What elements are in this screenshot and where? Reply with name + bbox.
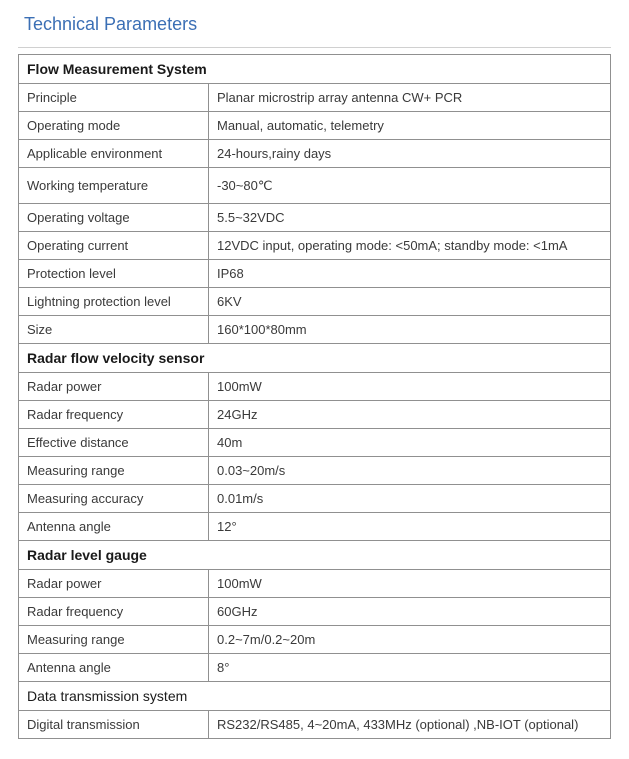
table-row: Measuring range0.2~7m/0.2~20m <box>19 626 611 654</box>
param-value: 24GHz <box>209 401 611 429</box>
param-label: Working temperature <box>19 168 209 204</box>
param-value: 100mW <box>209 570 611 598</box>
param-label: Applicable environment <box>19 140 209 168</box>
param-label: Antenna angle <box>19 654 209 682</box>
table-row: Radar power100mW <box>19 570 611 598</box>
param-label: Lightning protection level <box>19 288 209 316</box>
param-value: 0.03~20m/s <box>209 457 611 485</box>
table-row: Measuring range0.03~20m/s <box>19 457 611 485</box>
param-value: 0.2~7m/0.2~20m <box>209 626 611 654</box>
param-label: Digital transmission <box>19 711 209 739</box>
param-value: 60GHz <box>209 598 611 626</box>
section-header: Data transmission system <box>19 682 611 711</box>
param-value: 5.5~32VDC <box>209 204 611 232</box>
param-label: Effective distance <box>19 429 209 457</box>
table-row: Radar power100mW <box>19 373 611 401</box>
param-label: Operating mode <box>19 112 209 140</box>
table-row: Working temperature-30~80℃ <box>19 168 611 204</box>
table-row: Effective distance40m <box>19 429 611 457</box>
table-row: Operating voltage5.5~32VDC <box>19 204 611 232</box>
table-row: Operating modeManual, automatic, telemet… <box>19 112 611 140</box>
param-label: Radar power <box>19 570 209 598</box>
table-row: Protection levelIP68 <box>19 260 611 288</box>
param-value: 8° <box>209 654 611 682</box>
table-body: Flow Measurement SystemPrinciplePlanar m… <box>19 55 611 739</box>
table-row: Size160*100*80mm <box>19 316 611 344</box>
param-value: 12VDC input, operating mode: <50mA; stan… <box>209 232 611 260</box>
table-row: Operating current12VDC input, operating … <box>19 232 611 260</box>
table-row: Digital transmissionRS232/RS485, 4~20mA,… <box>19 711 611 739</box>
param-label: Radar frequency <box>19 401 209 429</box>
table-row: Radar frequency60GHz <box>19 598 611 626</box>
param-value: Planar microstrip array antenna CW+ PCR <box>209 84 611 112</box>
param-label: Antenna angle <box>19 513 209 541</box>
param-label: Radar power <box>19 373 209 401</box>
param-value: 100mW <box>209 373 611 401</box>
section-header: Flow Measurement System <box>19 55 611 84</box>
param-label: Protection level <box>19 260 209 288</box>
param-label: Measuring range <box>19 457 209 485</box>
section-header: Radar level gauge <box>19 541 611 570</box>
param-value: RS232/RS485, 4~20mA, 433MHz (optional) ,… <box>209 711 611 739</box>
param-value: 24-hours,rainy days <box>209 140 611 168</box>
param-label: Measuring range <box>19 626 209 654</box>
param-value: -30~80℃ <box>209 168 611 204</box>
param-value: 40m <box>209 429 611 457</box>
table-row: Antenna angle12° <box>19 513 611 541</box>
table-row: Antenna angle8° <box>19 654 611 682</box>
param-label: Size <box>19 316 209 344</box>
table-row: Measuring accuracy0.01m/s <box>19 485 611 513</box>
param-label: Operating current <box>19 232 209 260</box>
table-row: PrinciplePlanar microstrip array antenna… <box>19 84 611 112</box>
table-row: Radar frequency24GHz <box>19 401 611 429</box>
param-value: Manual, automatic, telemetry <box>209 112 611 140</box>
param-label: Operating voltage <box>19 204 209 232</box>
table-row: Applicable environment24-hours,rainy day… <box>19 140 611 168</box>
param-value: 6KV <box>209 288 611 316</box>
page-title: Technical Parameters <box>18 10 611 48</box>
param-label: Measuring accuracy <box>19 485 209 513</box>
param-value: 12° <box>209 513 611 541</box>
param-value: 160*100*80mm <box>209 316 611 344</box>
table-row: Lightning protection level6KV <box>19 288 611 316</box>
param-label: Radar frequency <box>19 598 209 626</box>
parameters-table: Flow Measurement SystemPrinciplePlanar m… <box>18 54 611 739</box>
param-label: Principle <box>19 84 209 112</box>
section-header: Radar flow velocity sensor <box>19 344 611 373</box>
param-value: IP68 <box>209 260 611 288</box>
param-value: 0.01m/s <box>209 485 611 513</box>
